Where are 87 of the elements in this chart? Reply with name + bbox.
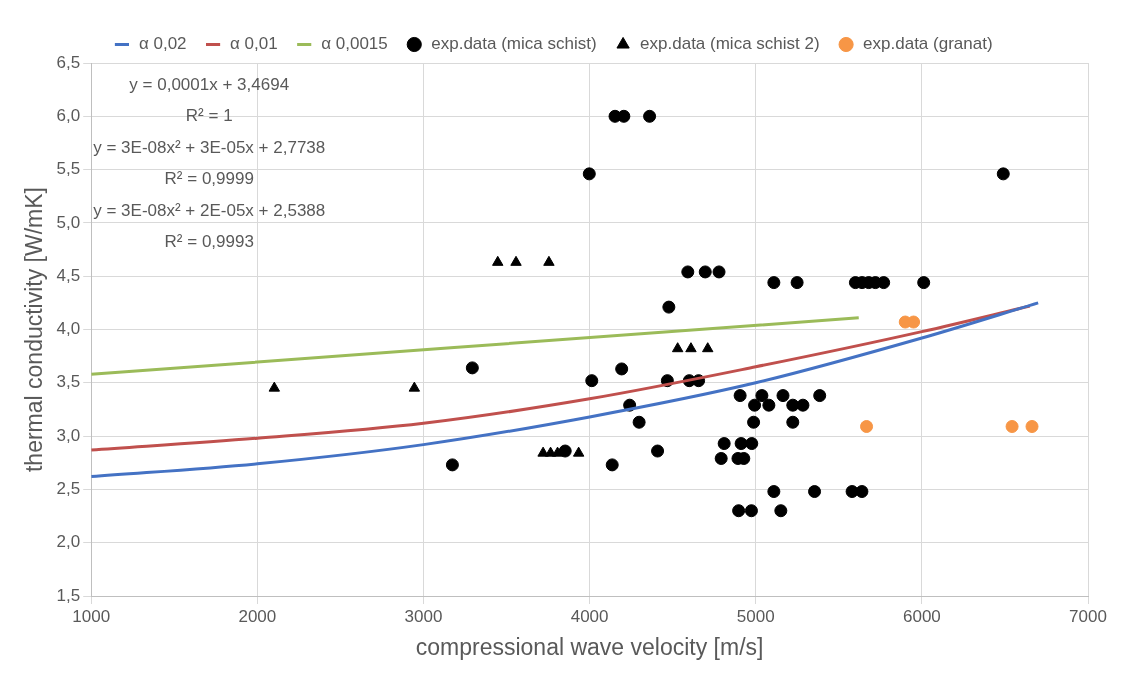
y-tick-label: 3,5 xyxy=(56,372,81,392)
point xyxy=(582,167,596,181)
point xyxy=(615,362,629,376)
legend-label: exp.data (mica schist 2) xyxy=(640,34,820,54)
point xyxy=(510,255,522,266)
point xyxy=(408,381,421,392)
line-series xyxy=(91,304,1032,452)
point xyxy=(855,485,869,499)
point xyxy=(465,361,479,375)
point xyxy=(268,381,280,392)
legend-label: α 0,0015 xyxy=(321,34,388,54)
point xyxy=(698,265,712,279)
point xyxy=(755,389,769,403)
y-tick-label: 5,0 xyxy=(56,212,81,232)
point xyxy=(585,374,599,388)
point xyxy=(767,485,781,499)
annotation: y = 3E-08x² + 2E-05x + 2,5388 xyxy=(93,200,326,220)
y-tick-label: 6,5 xyxy=(56,52,81,72)
point xyxy=(651,444,665,458)
point xyxy=(745,437,759,451)
point xyxy=(712,265,726,279)
y-tick-label: 2,5 xyxy=(56,479,81,499)
annotation: R² = 0,9993 xyxy=(164,232,254,252)
point xyxy=(747,415,761,429)
point xyxy=(996,167,1010,181)
point xyxy=(808,485,822,499)
point xyxy=(790,276,804,290)
annotation: y = 3E-08x² + 3E-05x + 2,7738 xyxy=(93,137,326,157)
legend-label: α 0,01 xyxy=(230,34,278,54)
point xyxy=(907,315,921,329)
point xyxy=(605,458,619,472)
point xyxy=(796,398,810,412)
point xyxy=(702,342,714,353)
x-tick-label: 5000 xyxy=(736,606,775,626)
annotation: y = 0,0001x + 3,4694 xyxy=(129,74,290,94)
y-tick-label: 6,0 xyxy=(56,105,81,125)
annotation: R² = 0,9999 xyxy=(164,169,254,189)
legend-label: α 0,02 xyxy=(138,34,187,54)
x-tick-label: 1000 xyxy=(72,606,111,626)
x-tick-label: 4000 xyxy=(570,606,609,626)
point xyxy=(445,458,459,472)
y-tick-label: 3,0 xyxy=(56,425,81,445)
y-tick-label: 4,5 xyxy=(56,265,81,285)
point xyxy=(632,415,646,429)
x-tick-label: 3000 xyxy=(404,606,443,626)
point xyxy=(537,446,549,457)
legend-label: exp.data (mica schist) xyxy=(431,34,597,54)
point xyxy=(685,342,697,353)
point xyxy=(813,389,827,403)
point xyxy=(748,398,762,412)
point xyxy=(1025,420,1039,434)
point xyxy=(744,504,758,518)
point xyxy=(662,300,676,314)
point xyxy=(714,451,728,465)
point xyxy=(767,276,781,290)
x-tick-label: 7000 xyxy=(1069,606,1107,626)
point xyxy=(717,437,731,451)
point xyxy=(917,276,931,290)
point xyxy=(733,389,747,403)
point xyxy=(643,109,657,123)
y-tick-label: 5,5 xyxy=(56,159,81,179)
point xyxy=(558,444,572,458)
point xyxy=(860,420,874,434)
point xyxy=(543,255,555,266)
point xyxy=(734,437,748,451)
point xyxy=(671,342,684,353)
point xyxy=(492,255,504,266)
x-axis-title: compressional wave velocity [m/s] xyxy=(415,633,764,660)
y-tick-label: 4,0 xyxy=(56,319,81,339)
point xyxy=(681,265,695,279)
x-tick-label: 6000 xyxy=(902,606,941,626)
y-tick-label: 1,5 xyxy=(56,585,81,605)
point xyxy=(786,415,800,429)
point xyxy=(776,389,790,403)
y-axis-title: thermal conductivity [W/mK] xyxy=(21,186,48,473)
point xyxy=(572,446,585,457)
point xyxy=(1005,420,1019,434)
point xyxy=(762,398,776,412)
line-series xyxy=(91,301,1040,479)
legend-label: exp.data (granat) xyxy=(863,34,993,54)
point xyxy=(877,276,891,290)
annotation: R² = 1 xyxy=(185,106,233,126)
x-tick-label: 2000 xyxy=(238,606,277,626)
point xyxy=(617,109,631,123)
y-tick-label: 2,0 xyxy=(56,532,81,552)
point xyxy=(732,504,746,518)
point xyxy=(774,504,788,518)
